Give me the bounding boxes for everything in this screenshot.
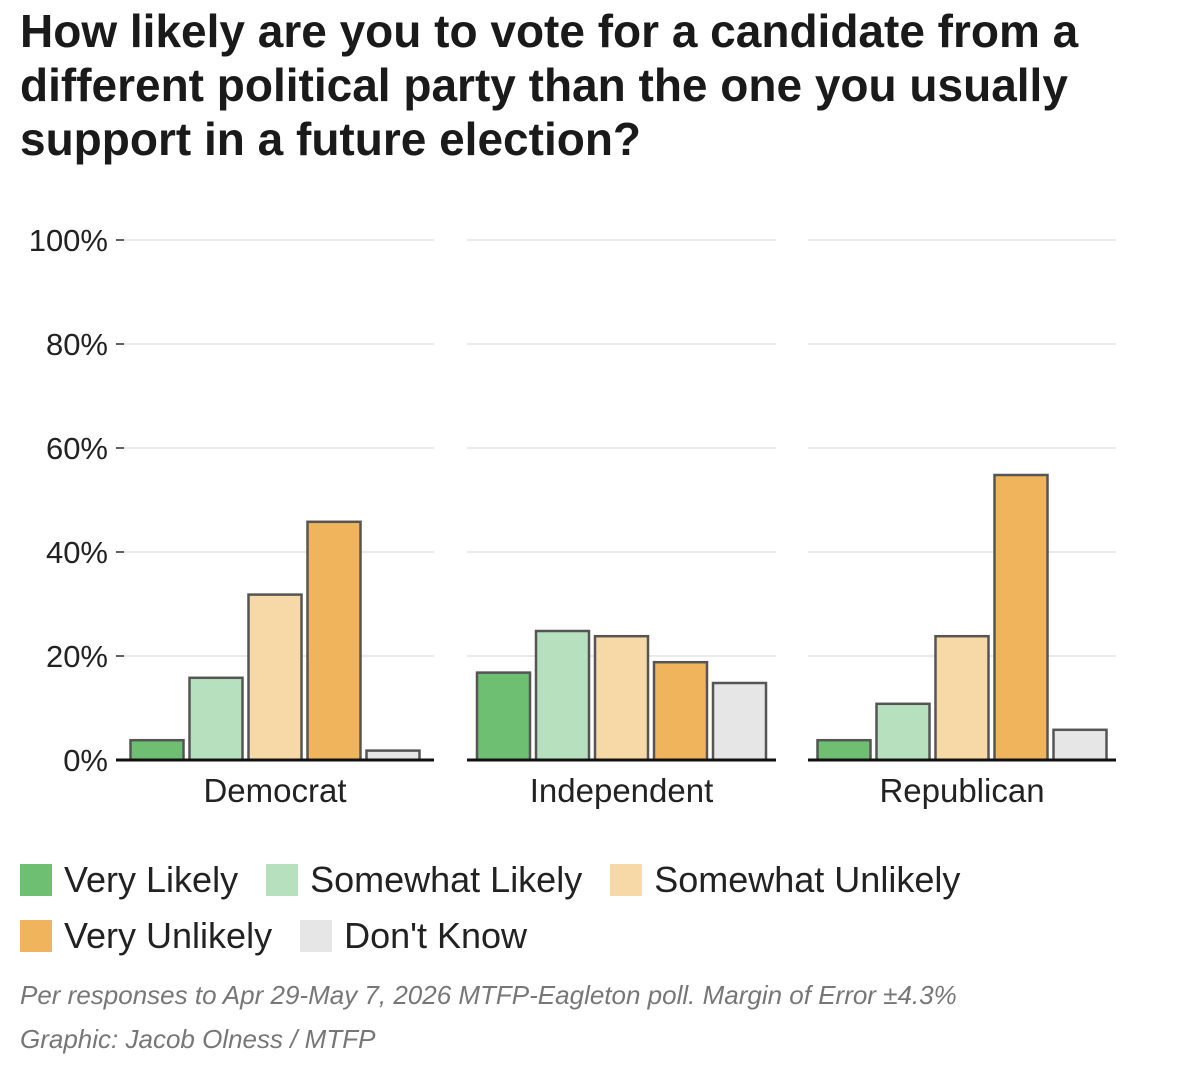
y-axis: 0% 20% 40% 60% 80% 100% — [29, 223, 124, 778]
bar — [534, 629, 591, 762]
legend-swatch — [266, 864, 299, 896]
x-category-label: Independent — [530, 772, 714, 809]
legend-row: Very Likely Somewhat Likely Somewhat Unl… — [20, 852, 1180, 908]
bar — [593, 634, 650, 762]
bar — [652, 660, 709, 762]
legend-item-very-likely: Very Likely — [20, 859, 238, 901]
bar-chart: 0% 20% 40% 60% 80% 100% Democrat Independent Re… — [29, 223, 1116, 809]
footer-note: Per responses to Apr 29-May 7, 2026 MTFP… — [20, 980, 957, 1010]
legend-swatch — [610, 864, 643, 896]
legend-item-dont-know: Don't Know — [300, 915, 527, 957]
y-tick-label: 40% — [46, 535, 108, 570]
x-category-label: Republican — [879, 772, 1044, 809]
bars — [129, 473, 1108, 762]
bar — [188, 676, 244, 762]
legend-swatch — [20, 920, 52, 952]
x-category-label: Democrat — [203, 772, 346, 809]
bar — [247, 593, 303, 762]
bar — [711, 681, 768, 762]
bar — [875, 702, 931, 762]
legend: Very Likely Somewhat Likely Somewhat Unl… — [20, 852, 1180, 964]
y-tick-label: 0% — [63, 743, 108, 778]
legend-item-somewhat-unlikely: Somewhat Unlikely — [610, 859, 960, 901]
legend-label: Somewhat Likely — [310, 859, 583, 900]
gridlines — [116, 239, 1116, 657]
y-tick-label: 100% — [29, 223, 108, 258]
y-tick-label: 20% — [46, 639, 108, 674]
bar — [993, 473, 1049, 762]
y-tick-label: 60% — [46, 431, 108, 466]
bar — [1052, 728, 1108, 762]
legend-row: Very Unlikely Don't Know — [20, 908, 1180, 964]
legend-label: Don't Know — [344, 915, 528, 956]
y-tick-label: 80% — [46, 327, 108, 362]
x-axis-labels: Democrat Independent Republican — [203, 772, 1044, 809]
bar — [129, 738, 185, 762]
footer-credit: Graphic: Jacob Olness / MTFP — [20, 1024, 376, 1054]
legend-item-very-unlikely: Very Unlikely — [20, 915, 272, 957]
legend-label: Very Unlikely — [64, 915, 273, 956]
legend-label: Somewhat Unlikely — [654, 859, 961, 900]
legend-item-somewhat-likely: Somewhat Likely — [266, 859, 582, 901]
bar — [816, 738, 872, 762]
legend-label: Very Likely — [64, 859, 239, 900]
bar — [934, 634, 990, 762]
bar — [475, 671, 532, 762]
legend-swatch — [20, 864, 52, 896]
legend-swatch — [300, 920, 333, 952]
bar — [306, 520, 362, 762]
chart-title: How likely are you to vote for a candida… — [20, 5, 1079, 165]
